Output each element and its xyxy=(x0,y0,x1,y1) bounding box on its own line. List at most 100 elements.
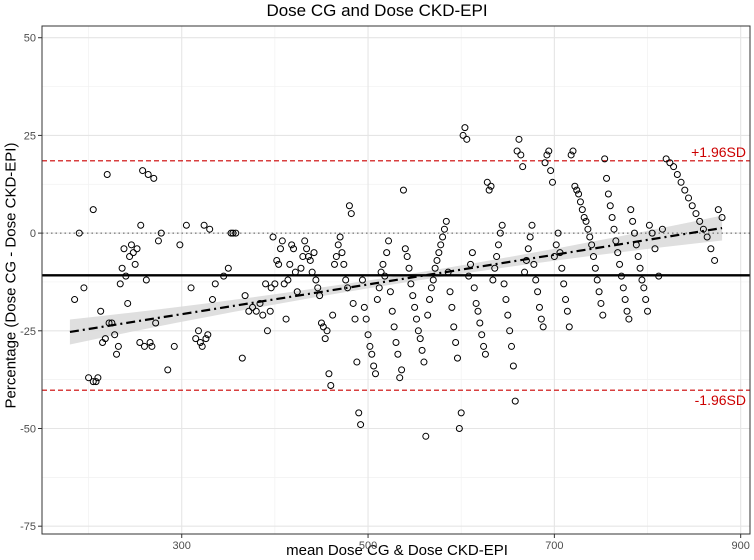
data-point xyxy=(528,221,536,229)
data-point xyxy=(238,354,246,362)
data-point xyxy=(487,182,495,190)
data-point xyxy=(530,260,538,268)
data-point xyxy=(126,253,134,261)
data-point xyxy=(297,264,305,272)
data-point xyxy=(636,264,644,272)
data-point xyxy=(113,350,121,358)
data-point xyxy=(317,319,325,327)
data-point xyxy=(256,299,264,307)
data-point xyxy=(266,307,274,315)
data-point xyxy=(677,178,685,186)
data-point xyxy=(619,284,627,292)
data-point xyxy=(148,342,156,350)
data-point xyxy=(662,155,670,163)
data-point xyxy=(401,245,409,253)
data-point xyxy=(560,280,568,288)
data-point xyxy=(489,276,497,284)
data-point xyxy=(457,409,465,417)
data-point xyxy=(446,288,454,296)
data-point xyxy=(575,190,583,198)
data-point xyxy=(385,237,393,245)
data-point xyxy=(658,225,666,233)
y-tick-label: 50 xyxy=(24,33,36,45)
data-point xyxy=(187,284,195,292)
data-point xyxy=(422,432,430,440)
data-point xyxy=(312,276,320,284)
data-point xyxy=(543,151,551,159)
data-point xyxy=(157,229,165,237)
data-point xyxy=(364,331,372,339)
data-point xyxy=(345,202,353,210)
data-point xyxy=(182,221,190,229)
data-point xyxy=(511,397,519,405)
data-point xyxy=(259,311,267,319)
data-point xyxy=(241,292,249,300)
data-point xyxy=(506,327,514,335)
axes: 300 500 700 900 50 25 0 -25 -50 -75 xyxy=(20,25,751,552)
data-point xyxy=(515,135,523,143)
data-point xyxy=(321,335,329,343)
upper-limit-label: +1.96SD xyxy=(691,144,746,160)
data-point xyxy=(571,182,579,190)
data-point xyxy=(358,276,366,284)
data-point xyxy=(412,315,420,323)
data-point xyxy=(670,163,678,171)
data-point xyxy=(455,424,463,432)
data-point xyxy=(448,303,456,311)
data-point xyxy=(461,124,469,132)
data-point xyxy=(170,342,178,350)
data-point xyxy=(644,307,652,315)
data-point xyxy=(588,241,596,249)
data-point xyxy=(122,272,130,280)
data-point xyxy=(498,221,506,229)
data-point xyxy=(539,323,547,331)
data-point xyxy=(558,264,566,272)
data-point xyxy=(146,339,154,347)
data-point xyxy=(629,217,637,225)
data-point xyxy=(89,378,97,386)
data-point xyxy=(426,296,434,304)
data-point xyxy=(124,299,132,307)
data-point xyxy=(229,229,237,237)
data-point xyxy=(331,260,339,268)
data-point xyxy=(150,174,158,182)
x-tick-label: 900 xyxy=(732,540,750,552)
data-point xyxy=(327,382,335,390)
data-point xyxy=(481,350,489,358)
data-point xyxy=(136,339,144,347)
data-point xyxy=(280,280,288,288)
data-point xyxy=(567,151,575,159)
data-point xyxy=(465,272,473,280)
data-point xyxy=(263,327,271,335)
data-point xyxy=(139,167,147,175)
data-point xyxy=(368,350,376,358)
data-point xyxy=(224,264,232,272)
data-point xyxy=(496,229,504,237)
data-point xyxy=(202,335,210,343)
data-point xyxy=(681,186,689,194)
data-point xyxy=(642,296,650,304)
data-point xyxy=(502,296,510,304)
data-point xyxy=(192,335,200,343)
data-point xyxy=(381,272,389,280)
data-point xyxy=(396,374,404,382)
reference-labels: +1.96SD -1.96SD xyxy=(691,144,746,408)
data-point xyxy=(278,237,286,245)
data-point xyxy=(176,241,184,249)
data-point xyxy=(304,253,312,261)
data-point xyxy=(537,315,545,323)
data-point xyxy=(586,233,594,241)
y-tick-label: 25 xyxy=(24,130,36,142)
data-point xyxy=(714,206,722,214)
data-point xyxy=(627,206,635,214)
data-point xyxy=(634,253,642,261)
data-point xyxy=(696,217,704,225)
data-points xyxy=(71,124,726,440)
data-point xyxy=(131,260,139,268)
data-point xyxy=(310,249,318,257)
data-point xyxy=(599,311,607,319)
data-point xyxy=(580,213,588,221)
data-point xyxy=(347,210,355,218)
